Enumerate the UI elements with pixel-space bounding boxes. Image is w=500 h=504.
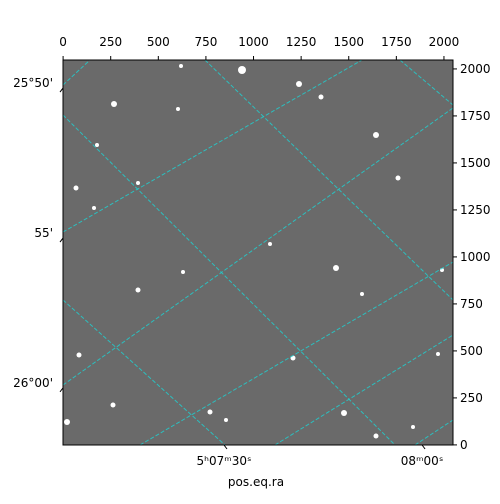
x-tick-label: 1750 (381, 35, 412, 49)
x-tick-label: 1250 (286, 35, 317, 49)
dec-tick-label: 26°00' (13, 376, 53, 390)
y-tick-label: 1250 (460, 203, 491, 217)
dec-tick (59, 387, 64, 393)
dec-tick-label: 55' (34, 226, 53, 240)
y-tick-label: 750 (460, 297, 483, 311)
dec-tick-label: 25°50' (13, 76, 53, 90)
y-tick-label: 0 (460, 438, 468, 452)
coordinate-grid (63, 60, 453, 445)
x-tick-label: 750 (194, 35, 217, 49)
x-tick-label: 1500 (333, 35, 364, 49)
y-tick-label: 1500 (460, 156, 491, 170)
y-tick-label: 250 (460, 391, 483, 405)
stars (64, 64, 444, 439)
x-axis-label: pos.eq.ra (228, 475, 284, 489)
ra-tick-label: 08ᵐ00ˢ (401, 454, 444, 468)
x-tick-label: 1000 (238, 35, 269, 49)
frame (62, 59, 454, 446)
ra-tick (223, 444, 228, 450)
x-tick-label: 2000 (429, 35, 460, 49)
y-tick-label: 1000 (460, 250, 491, 264)
ra-tick-label: 5ʰ07ᵐ30ˢ (197, 454, 252, 468)
y-tick-label: 1750 (460, 109, 491, 123)
x-tick-label: 0 (59, 35, 67, 49)
y-tick-label: 500 (460, 344, 483, 358)
ra-tick (421, 444, 426, 450)
dec-tick (59, 87, 64, 93)
dec-tick (59, 237, 64, 243)
x-tick-label: 500 (147, 35, 170, 49)
image (63, 60, 453, 445)
x-tick-label: 250 (99, 35, 122, 49)
y-tick-label: 2000 (460, 62, 491, 76)
